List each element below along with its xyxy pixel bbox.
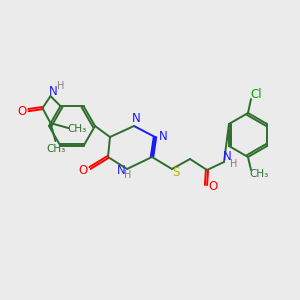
Text: H: H xyxy=(57,81,64,91)
Text: N: N xyxy=(49,85,58,98)
Text: H: H xyxy=(230,159,238,169)
Text: H: H xyxy=(124,170,132,180)
Text: CH₃: CH₃ xyxy=(67,124,86,134)
Text: N: N xyxy=(132,112,140,124)
Text: S: S xyxy=(172,167,180,179)
Text: N: N xyxy=(117,164,125,176)
Text: O: O xyxy=(17,105,26,118)
Text: CH₃: CH₃ xyxy=(249,169,268,179)
Text: N: N xyxy=(159,130,167,142)
Text: N: N xyxy=(223,151,231,164)
Text: O: O xyxy=(208,181,217,194)
Text: O: O xyxy=(78,164,88,176)
Text: CH₃: CH₃ xyxy=(46,144,65,154)
Text: Cl: Cl xyxy=(250,88,262,100)
